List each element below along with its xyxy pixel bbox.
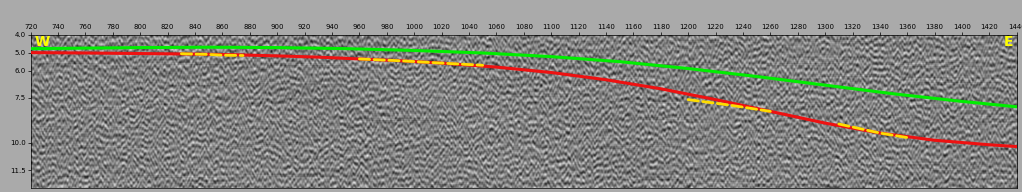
Text: W: W: [35, 36, 50, 50]
Text: E: E: [1004, 36, 1013, 50]
